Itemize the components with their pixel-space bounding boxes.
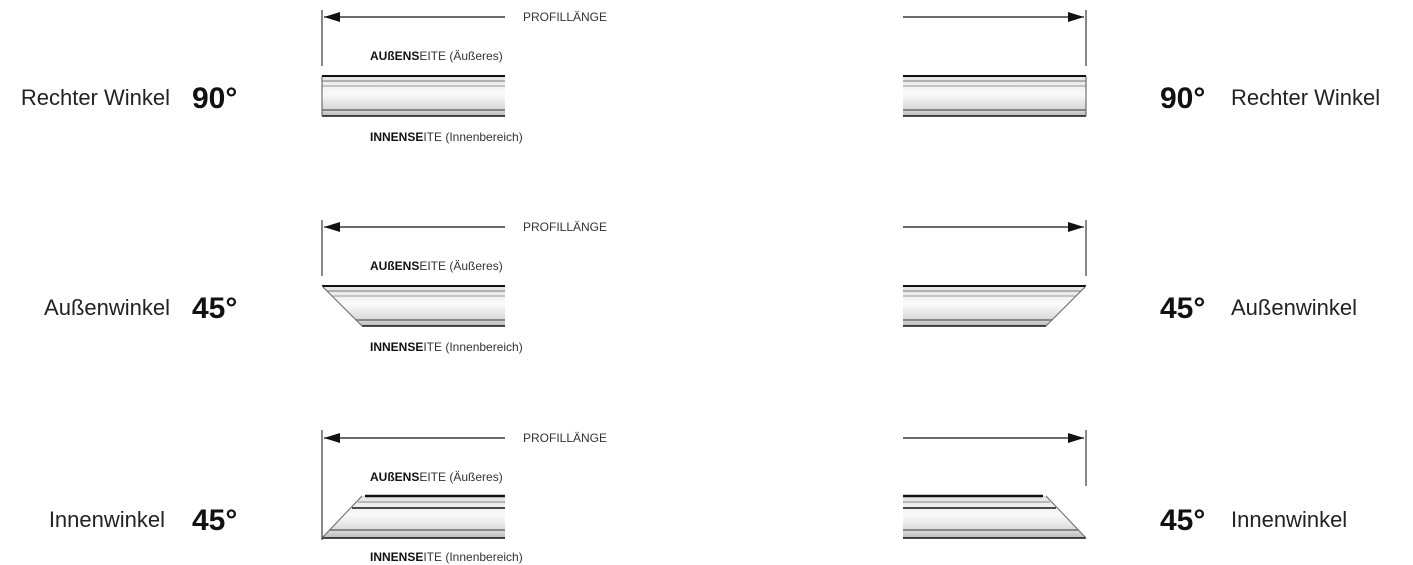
angle-name-left: Innenwinkel	[49, 507, 165, 532]
profile-left-end	[321, 494, 505, 539]
angle-name-right: Innenwinkel	[1231, 507, 1347, 532]
outer-side-label: AUßENSEITE (Äußeres)	[370, 470, 503, 484]
row-right-angle: PROFILLÄNGE AUßENSEITE (Äußeres) INNENSE…	[21, 10, 1380, 144]
profile-right-end	[903, 75, 1087, 117]
angle-degree-left: 90°	[192, 82, 237, 115]
angle-degree-right: 45°	[1160, 504, 1205, 537]
row-outside-corner: PROFILLÄNGE AUßENSEITE (Äußeres) INNENSE…	[44, 220, 1357, 354]
angle-degree-left: 45°	[192, 504, 237, 537]
angle-degree-left: 45°	[192, 292, 237, 325]
outer-side-label: AUßENSEITE (Äußeres)	[370, 49, 503, 63]
profile-right-end	[903, 494, 1087, 539]
profile-length-label: PROFILLÄNGE	[523, 220, 607, 234]
profile-left-end	[321, 75, 505, 117]
arrowhead-right-icon	[1068, 12, 1084, 22]
angle-degree-right: 45°	[1160, 292, 1205, 325]
inner-side-label: INNENSEITE (Innenbereich)	[370, 130, 523, 144]
angle-name-right: Außenwinkel	[1231, 295, 1357, 320]
angle-degree-right: 90°	[1160, 82, 1205, 115]
profile-right-end	[903, 285, 1087, 327]
inner-side-label: INNENSEITE (Innenbereich)	[370, 340, 523, 354]
angle-name-right: Rechter Winkel	[1231, 85, 1380, 110]
inner-side-label: INNENSEITE (Innenbereich)	[370, 550, 523, 564]
angle-name-left: Außenwinkel	[44, 295, 170, 320]
arrowhead-right-icon	[1068, 433, 1084, 443]
row-inside-corner: PROFILLÄNGE AUßENSEITE (Äußeres) INNENSE…	[49, 430, 1347, 564]
profile-length-label: PROFILLÄNGE	[523, 431, 607, 445]
arrowhead-left-icon	[324, 12, 340, 22]
arrowhead-left-icon	[324, 433, 340, 443]
outer-side-label: AUßENSEITE (Äußeres)	[370, 259, 503, 273]
profile-left-end	[321, 285, 505, 327]
arrowhead-left-icon	[324, 222, 340, 232]
profile-length-label: PROFILLÄNGE	[523, 10, 607, 24]
arrowhead-right-icon	[1068, 222, 1084, 232]
angle-name-left: Rechter Winkel	[21, 85, 170, 110]
